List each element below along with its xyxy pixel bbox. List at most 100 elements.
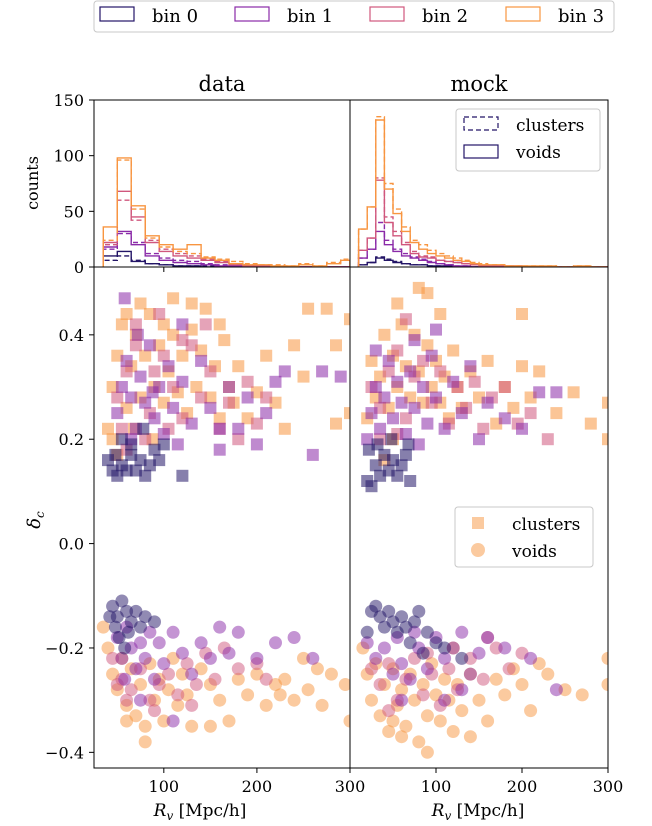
cluster-point-data-bin1-26 xyxy=(306,448,319,461)
cluster-point-mock-bin1-18 xyxy=(447,375,460,388)
cluster-point-data-bin1-25 xyxy=(278,365,291,378)
void-point-mock-bin3-6 xyxy=(382,725,396,738)
cluster-point-data-bin1-5 xyxy=(134,370,147,383)
cluster-point-mock-bin3-14 xyxy=(421,339,434,352)
void-point-mock-bin1-5 xyxy=(395,657,409,671)
legend-patch-bin3 xyxy=(505,6,541,22)
cluster-point-mock-bin0-13 xyxy=(385,433,398,446)
xtick-label-data-300: 300 xyxy=(335,777,366,796)
cluster-point-data-bin0-12 xyxy=(115,433,128,446)
xlabel-data: Rv [Mpc/h] xyxy=(153,801,247,823)
cluster-point-data-bin1-27 xyxy=(316,365,329,378)
cluster-point-mock-bin3-35 xyxy=(602,396,608,409)
cluster-point-data-bin2-15 xyxy=(241,375,254,388)
void-point-data-bin2-4 xyxy=(143,693,157,707)
void-point-data-bin3-24 xyxy=(231,672,245,686)
hist-ytick-label-0: 0 xyxy=(74,258,84,277)
cluster-point-data-bin3-29 xyxy=(241,412,254,425)
void-point-data-bin1-18 xyxy=(231,625,245,639)
cluster-point-mock-bin3-38 xyxy=(421,287,434,300)
void-point-mock-bin0-9 xyxy=(403,636,417,650)
cluster-point-data-bin0-5 xyxy=(125,448,138,461)
void-point-mock-bin0-12 xyxy=(420,625,434,639)
void-point-mock-bin3-14 xyxy=(416,678,430,691)
cluster-point-data-bin1-12 xyxy=(167,401,180,414)
cluster-point-data-bin3-35 xyxy=(297,370,310,383)
scatter-legend-clusters-label: clusters xyxy=(512,515,580,535)
cluster-point-mock-bin2-17 xyxy=(524,407,537,420)
cluster-point-data-bin2-1 xyxy=(115,422,128,435)
legend-label-bin2: bin 2 xyxy=(422,6,468,27)
void-point-data-bin3-29 xyxy=(278,672,292,686)
void-point-mock-bin0-15 xyxy=(455,651,469,665)
legend-label-bin0: bin 0 xyxy=(152,6,198,27)
cluster-point-data-bin1-18 xyxy=(213,443,226,456)
scatter-legend-voids-marker xyxy=(471,543,485,557)
cluster-point-data-bin2-4 xyxy=(139,433,152,446)
cluster-point-data-bin3-28 xyxy=(232,360,245,373)
legend-label-bin1: bin 1 xyxy=(287,6,333,27)
cluster-point-data-bin0-16 xyxy=(137,422,150,435)
hist-mock-bin0-voids xyxy=(357,257,608,267)
cluster-point-mock-bin0-8 xyxy=(395,459,408,472)
legend-patch-bin0 xyxy=(99,6,135,22)
void-point-mock-bin2-2 xyxy=(382,657,396,671)
cluster-point-mock-bin1-24 xyxy=(516,422,528,435)
cluster-point-mock-bin2-18 xyxy=(541,433,554,446)
cluster-point-data-bin3-31 xyxy=(260,349,273,362)
cluster-point-data-bin3-33 xyxy=(278,422,291,435)
void-point-mock-bin0-4 xyxy=(382,604,396,618)
cluster-point-data-bin3-36 xyxy=(302,302,315,315)
void-point-data-bin1-24 xyxy=(134,693,147,707)
scatter-ytick-label--0.4: −0.4 xyxy=(45,743,84,762)
bin-legend-frame xyxy=(93,0,615,33)
void-point-mock-bin0-10 xyxy=(408,615,421,629)
xtick-label-mock-100: 100 xyxy=(421,777,452,796)
cluster-point-data-bin3-50 xyxy=(330,339,342,352)
cluster-point-data-bin3-24 xyxy=(213,412,226,425)
void-point-mock-bin3-41 xyxy=(463,730,477,744)
cluster-point-data-bin2-18 xyxy=(129,318,142,331)
xtick-label-data-200: 200 xyxy=(242,777,273,796)
void-point-data-bin1-10 xyxy=(157,657,171,671)
scatter-ytick-label-0.2: 0.2 xyxy=(59,430,84,449)
void-point-mock-bin2-16 xyxy=(382,704,396,718)
void-point-mock-bin2-14 xyxy=(502,662,516,676)
cluster-point-data-bin2-3 xyxy=(129,339,142,352)
void-point-mock-bin1-18 xyxy=(549,683,563,697)
cluster-point-data-bin0-6 xyxy=(129,464,142,477)
void-point-mock-bin1-8 xyxy=(420,662,434,676)
void-point-mock-bin3-27 xyxy=(489,672,503,686)
cluster-point-mock-bin3-34 xyxy=(584,417,597,430)
void-point-data-bin2-17 xyxy=(148,704,161,718)
void-point-mock-bin3-18 xyxy=(433,714,447,728)
hist-mock-bin2-clusters xyxy=(357,177,608,267)
void-point-mock-bin3-28 xyxy=(498,688,512,702)
cluster-point-data-bin1-29 xyxy=(118,292,131,305)
cluster-point-mock-bin2-15 xyxy=(498,381,511,393)
scatter-legend-voids-label: voids xyxy=(511,542,557,562)
void-point-data-bin1-4 xyxy=(129,662,143,676)
cluster-point-mock-bin1-6 xyxy=(387,412,399,425)
hist-mock-bin2-voids xyxy=(357,179,608,267)
cluster-point-mock-bin0-14 xyxy=(402,438,415,451)
void-point-data-bin2-11 xyxy=(208,672,222,686)
void-point-data-bin2-13 xyxy=(231,662,245,676)
scatter-ytick-label-0: 0.0 xyxy=(59,535,84,554)
cluster-point-mock-bin2-3 xyxy=(391,344,404,357)
cluster-point-data-bin1-11 xyxy=(162,360,175,373)
hist-data-bin0-voids xyxy=(102,250,350,267)
cluster-point-mock-bin1-22 xyxy=(481,396,494,409)
cluster-point-data-bin1-21 xyxy=(241,391,254,404)
xtick-label-data-100: 100 xyxy=(149,777,180,796)
hist-legend-clusters-label: clusters xyxy=(516,116,584,136)
hist-legend-frame xyxy=(455,108,601,172)
cluster-point-data-bin3-40 xyxy=(344,407,350,420)
cluster-point-data-bin1-10 xyxy=(157,428,170,440)
cluster-point-mock-bin2-4 xyxy=(399,412,412,425)
cluster-point-data-bin3-39 xyxy=(344,313,350,326)
void-point-data-bin3-19 xyxy=(185,719,199,733)
cluster-point-data-bin3-22 xyxy=(204,391,217,404)
void-point-mock-bin1-19 xyxy=(455,683,469,697)
void-point-mock-bin3-13 xyxy=(412,735,426,749)
